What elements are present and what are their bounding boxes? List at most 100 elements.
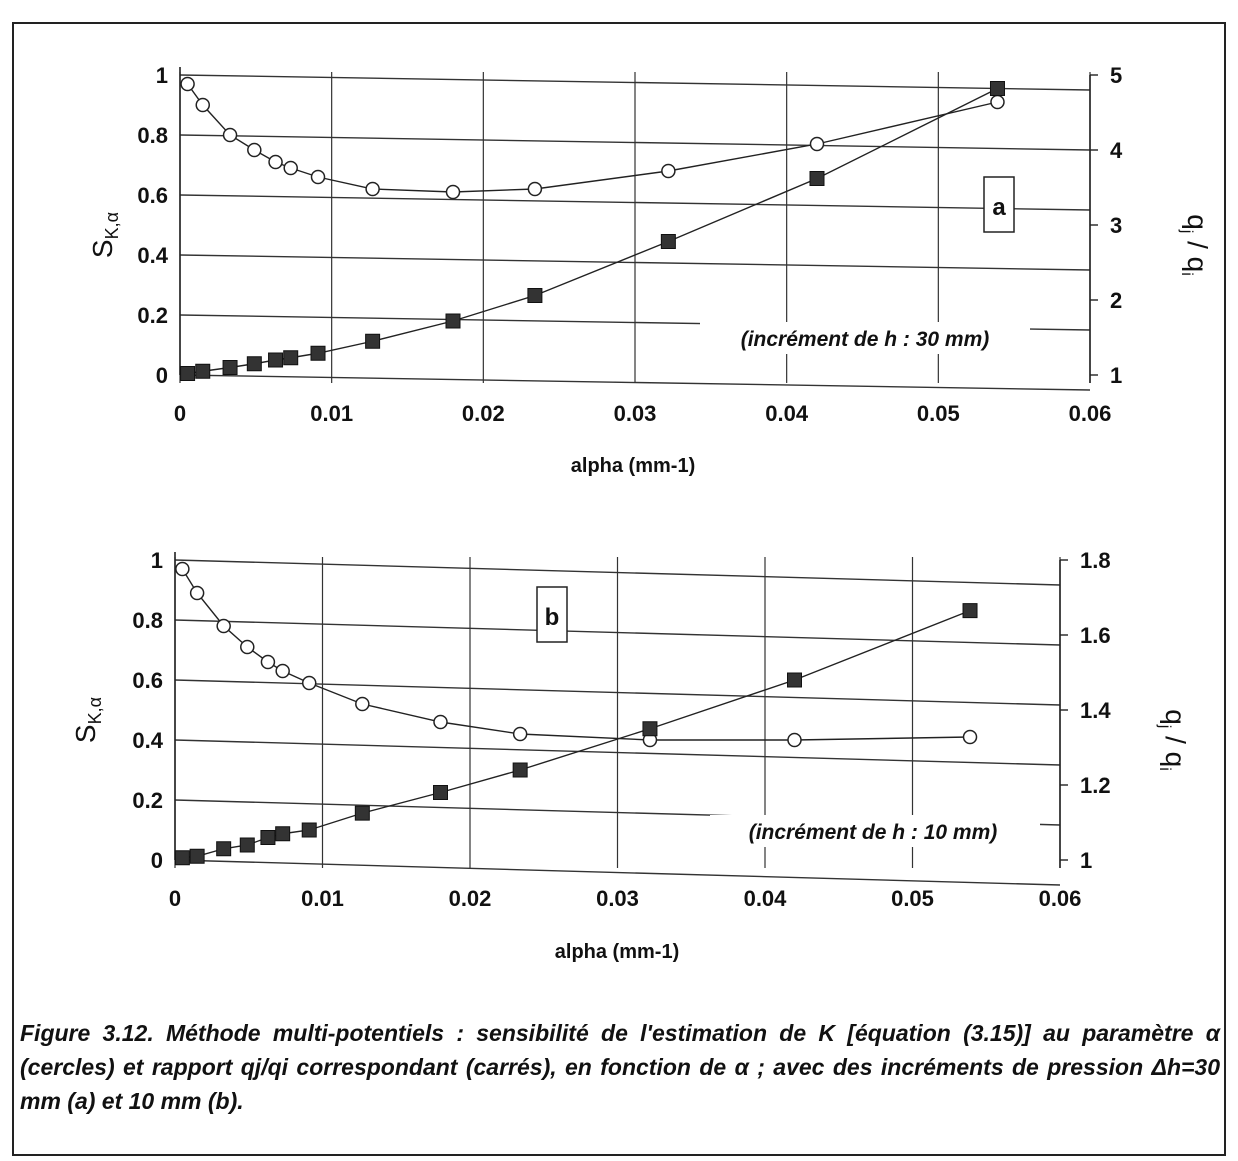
panel-b-ylabel: SK,α (70, 697, 105, 743)
figure-frame (12, 22, 1226, 1156)
point-square-a-1 (195, 363, 211, 379)
point-circle-b-1 (189, 585, 205, 601)
series-line-b-circle (181, 568, 971, 741)
ytick-label-b-2: 0.4 (132, 728, 163, 753)
panel-b-annotation: (incrément de h : 10 mm) (749, 821, 998, 844)
point-circle-b-2 (216, 618, 231, 634)
point-circle-a-1 (195, 97, 210, 113)
point-square-a-6 (310, 345, 326, 361)
point-circle-b-12 (962, 729, 978, 745)
point-square-a-4 (268, 352, 284, 368)
point-square-a-5 (283, 350, 299, 366)
y2tick-label-a-0: 1 (1110, 363, 1122, 388)
xtick-label-b-0: 0 (169, 886, 181, 911)
xtick-label-b-1: 0.01 (301, 886, 344, 911)
xtick-label-b-3: 0.03 (596, 886, 639, 911)
point-square-a-11 (809, 171, 825, 186)
ytick-label-a-0: 0 (156, 363, 168, 388)
panel-a: alpha (mm-1) SK,α qj / qi a (incrément d… (87, 176, 1213, 477)
point-square-a-2 (222, 360, 238, 375)
y2tick-label-b-4: 1.8 (1080, 548, 1111, 573)
point-square-b-2 (216, 841, 232, 857)
point-circle-a-2 (222, 127, 238, 143)
point-square-b-9 (512, 762, 528, 778)
panel-a-label: a (992, 194, 1006, 221)
point-circle-b-11 (787, 732, 802, 748)
point-circle-a-5 (283, 160, 298, 176)
point-square-b-8 (433, 785, 448, 800)
point-circle-a-7 (365, 181, 380, 197)
point-circle-b-4 (260, 654, 276, 670)
xtick-label-b-6: 0.06 (1039, 886, 1082, 911)
xtick-label-b-5: 0.05 (891, 886, 934, 911)
series-line-a-circle (187, 83, 998, 193)
point-square-b-12 (962, 603, 978, 619)
point-circle-b-8 (433, 714, 448, 730)
caption-line-1: Figure 3.12. Méthode multi-potentiels : … (20, 1020, 951, 1046)
ytick-label-a-1: 0.2 (137, 303, 168, 328)
panel-b-y2label: qj / qi (1156, 709, 1191, 771)
point-circle-b-5 (275, 663, 290, 679)
caption-line-3: de α ; avec des incréments de pression Δ… (20, 1054, 1221, 1114)
point-circle-b-9 (512, 726, 528, 742)
point-square-b-4 (260, 830, 276, 845)
chart-b-plot: 0 0.2 0.4 0.6 0.8 1 0 0.01 0.02 0.03 0.04 0.05 0.06 1… (132, 548, 1111, 911)
panel-a-ylabel: SK,α (87, 212, 122, 258)
point-circle-b-6 (301, 675, 317, 691)
panel-a-annotation-bg (700, 322, 1030, 354)
point-square-b-11 (787, 672, 802, 688)
panel-b-label: b (545, 604, 560, 631)
xtick-label-a-2: 0.02 (462, 401, 505, 426)
ytick-label-a-2: 0.4 (137, 243, 168, 268)
ytick-label-b-5: 1 (151, 548, 163, 573)
point-square-b-6 (301, 822, 317, 838)
point-circle-b-7 (355, 696, 370, 712)
y2tick-label-a-1: 2 (1110, 288, 1122, 313)
ytick-label-a-5: 1 (156, 63, 168, 88)
xtick-label-a-4: 0.04 (765, 401, 809, 426)
point-circle-a-12 (990, 94, 1005, 110)
panel-a-xlabel: alpha (mm-1) (571, 455, 695, 477)
xtick-label-b-4: 0.04 (744, 886, 788, 911)
point-square-b-3 (239, 837, 255, 853)
panel-a-ylabel-sub: K,α (102, 212, 122, 239)
panel-a-annotation: (incrément de h : 30 mm) (741, 328, 990, 351)
y2tick-label-b-1: 1.2 (1080, 773, 1111, 798)
point-square-a-0 (180, 366, 196, 381)
ytick-label-a-3: 0.6 (137, 183, 168, 208)
ytick-label-b-4: 0.8 (132, 608, 163, 633)
ytick-label-a-4: 0.8 (137, 123, 168, 148)
panel-b: alpha (mm-1) SK,α qj / qi b (incrément d… (70, 586, 1191, 963)
point-square-b-5 (275, 826, 291, 842)
point-square-b-0 (174, 850, 190, 866)
point-circle-a-4 (268, 154, 283, 170)
point-square-a-12 (989, 81, 1005, 96)
point-circle-a-6 (310, 169, 326, 185)
panel-b-annotation-bg (710, 815, 1040, 847)
panel-b-ylabel-sub: K,α (85, 697, 105, 724)
ytick-label-b-0: 0 (151, 848, 163, 873)
point-circle-b-3 (240, 639, 255, 655)
y2tick-label-a-2: 3 (1110, 213, 1122, 238)
y2tick-label-b-2: 1.4 (1080, 698, 1111, 723)
xtick-label-a-6: 0.06 (1069, 401, 1112, 426)
panel-b-xlabel: alpha (mm-1) (555, 941, 679, 963)
figure-caption: Figure 3.12. Méthode multi-potentiels : … (20, 1016, 1220, 1118)
chart-a-plot: 0 0.2 0.4 0.6 0.8 1 0 0.01 0.02 0.03 0.04 0.05 0.06 1… (137, 63, 1123, 426)
ytick-label-b-1: 0.2 (132, 788, 163, 813)
point-square-b-10 (642, 721, 658, 737)
point-square-a-10 (660, 234, 676, 249)
xtick-label-a-5: 0.05 (917, 401, 960, 426)
point-square-a-7 (365, 333, 381, 349)
point-circle-a-0 (180, 76, 195, 92)
point-circle-a-8 (445, 184, 461, 200)
panel-a-y2label: qj / qi (1178, 214, 1213, 276)
y2tick-label-a-4: 5 (1110, 63, 1122, 88)
y2tick-label-b-3: 1.6 (1080, 623, 1111, 648)
point-circle-a-3 (247, 142, 262, 158)
point-square-a-8 (445, 313, 461, 329)
ytick-label-b-3: 0.6 (132, 668, 163, 693)
point-circle-a-10 (661, 163, 676, 179)
point-circle-b-0 (175, 561, 190, 577)
xtick-label-a-0: 0 (174, 401, 186, 426)
